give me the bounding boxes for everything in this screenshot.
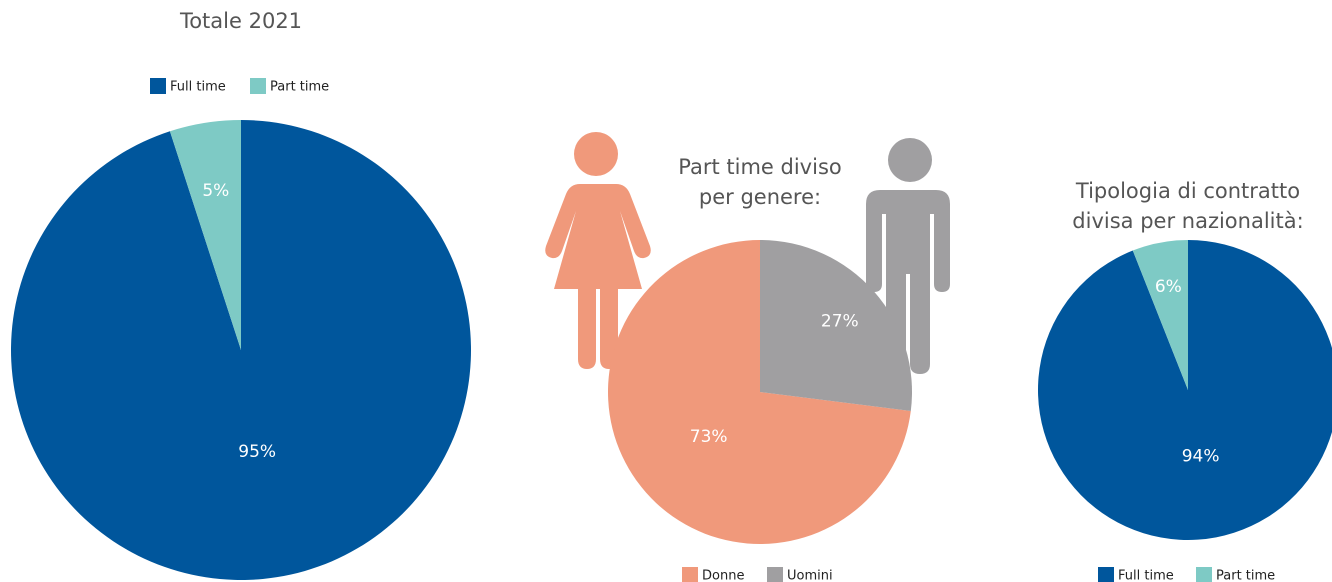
pie-slice <box>1132 240 1188 390</box>
chart-title: divisa per nazionalità: <box>1072 209 1303 233</box>
data-label: 95% <box>238 442 276 462</box>
chart-title: Totale 2021 <box>179 9 302 33</box>
legend-swatch <box>250 78 266 94</box>
legend-label: Donne <box>702 569 744 582</box>
pie-slice <box>1038 240 1332 540</box>
data-label: 27% <box>821 312 859 332</box>
chart-title: Tipologia di contratto <box>1075 179 1300 203</box>
pie-slice <box>10 120 472 581</box>
legend-label: Part time <box>1216 569 1275 582</box>
legend-label: Full time <box>170 80 226 95</box>
pie-slice <box>760 240 913 412</box>
chart-title: per genere: <box>699 185 821 209</box>
chart-title: Part time diviso <box>678 155 841 179</box>
legend-swatch <box>1098 567 1114 582</box>
data-label: 6% <box>1155 277 1182 297</box>
pie-slice <box>608 240 911 544</box>
legend-label: Full time <box>1118 569 1174 582</box>
legend-swatch <box>150 78 166 94</box>
woman-icon <box>545 132 651 369</box>
data-label: 5% <box>202 181 229 201</box>
legend-swatch <box>682 567 698 582</box>
legend-swatch <box>767 567 783 582</box>
legend-label: Part time <box>270 80 329 95</box>
data-label: 73% <box>690 427 728 447</box>
data-label: 94% <box>1182 446 1220 466</box>
legend-swatch <box>1196 567 1212 582</box>
legend-label: Uomini <box>787 569 833 582</box>
pie-slice <box>169 120 241 350</box>
